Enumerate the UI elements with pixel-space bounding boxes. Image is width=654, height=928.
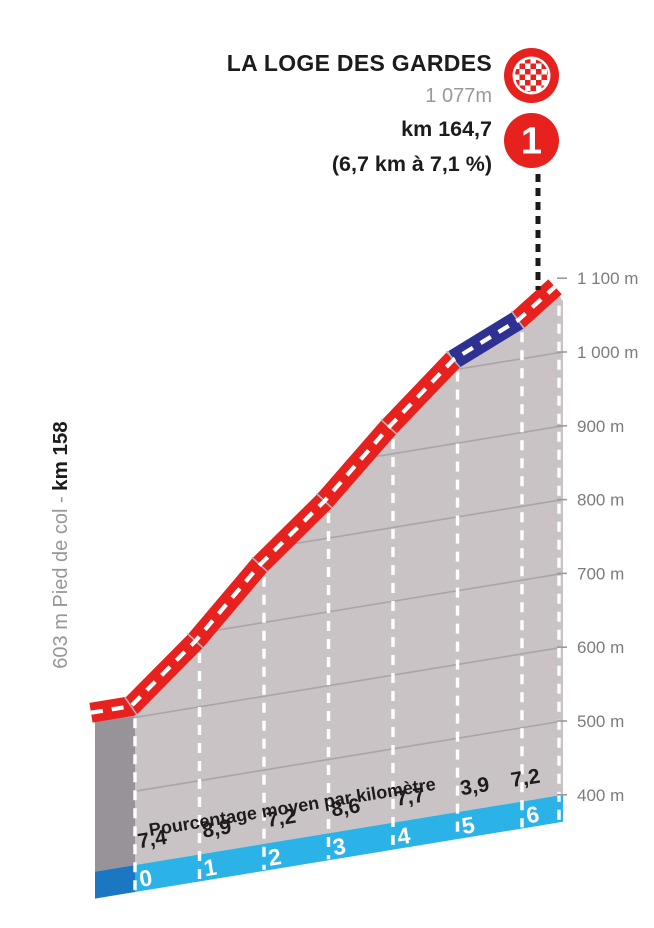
road-km-divider (251, 556, 269, 573)
elevation-axis-label: 1 100 m (577, 269, 638, 288)
gridline-contour (135, 498, 563, 571)
elevation-axis: 1 100 m 1 000 m 900 m 800 m 700 m 600 m 500 m 4… (557, 269, 638, 805)
gridline-contour (135, 351, 563, 423)
gradient-value-label: 7,2 (509, 765, 542, 792)
profile-left-side-face (95, 716, 135, 872)
road-segment-red (511, 279, 562, 328)
climb-header: LA LOGE DES GARDES 1 077m km 164,7 (6,7 … (227, 50, 492, 176)
road-km-divider (186, 633, 205, 649)
gradient-value-label: 8,6 (330, 794, 363, 821)
elevation-axis-label: 800 m (577, 491, 624, 510)
category-1-badge: 1 (504, 113, 559, 168)
km-gridlines (133, 305, 561, 891)
km-tick-label: 3 (331, 833, 348, 861)
elevation-axis-label: 400 m (577, 786, 624, 805)
gridline-contour (135, 646, 563, 719)
road-km-divider (510, 310, 526, 330)
km-tick-label: 2 (266, 843, 283, 871)
summit-altitude: 1 077m (425, 85, 492, 107)
km-tick-label: 4 (395, 822, 412, 850)
climb-length-gradient: (6,7 km à 7,1 %) (331, 152, 492, 176)
km-band (135, 794, 563, 892)
elevation-axis-label: 700 m (577, 564, 624, 583)
elevation-axis-label: 900 m (577, 417, 624, 436)
climb-title: LA LOGE DES GARDES (226, 50, 492, 76)
elevation-axis-label: 600 m (577, 638, 624, 657)
gradient-axis-title: Pourcentage moyen par kilomètre (147, 774, 437, 840)
category-number: 1 (521, 121, 542, 163)
elevation-axis-label: 500 m (577, 712, 624, 731)
road-segment-blue (448, 311, 524, 369)
km-tick-label: 0 (137, 864, 154, 892)
road-km-divider (124, 696, 138, 716)
road-km-divider (445, 350, 462, 369)
road-centerline (90, 285, 557, 715)
road-segment-red (89, 352, 461, 723)
kom-polka-dot-icon (504, 48, 559, 103)
km-band-side-face (95, 865, 135, 899)
gradient-value-label: 8,9 (201, 815, 234, 842)
gradient-value-label: 7,4 (136, 826, 169, 853)
gradient-value-label: 7,2 (265, 805, 298, 832)
profile-front-face (135, 295, 563, 865)
gradient-value-label: 3,9 (459, 773, 492, 800)
summit-km-label: km 164,7 (401, 117, 492, 141)
road-km-divider (315, 492, 334, 510)
start-label: 603 m Pied de col - km 158 (49, 421, 72, 668)
gradient-value-label: 7,7 (394, 784, 427, 811)
gridline-contour (135, 425, 563, 497)
road (89, 279, 562, 723)
gridline-contour (135, 720, 563, 792)
road-km-divider (380, 419, 398, 435)
gridline-contour (135, 572, 563, 645)
km-tick-label: 6 (524, 801, 541, 829)
km-tick-label: 5 (460, 811, 477, 839)
elevation-axis-label: 1 000 m (577, 343, 638, 362)
km-tick-label: 1 (202, 854, 219, 882)
contour-lines (135, 351, 563, 792)
